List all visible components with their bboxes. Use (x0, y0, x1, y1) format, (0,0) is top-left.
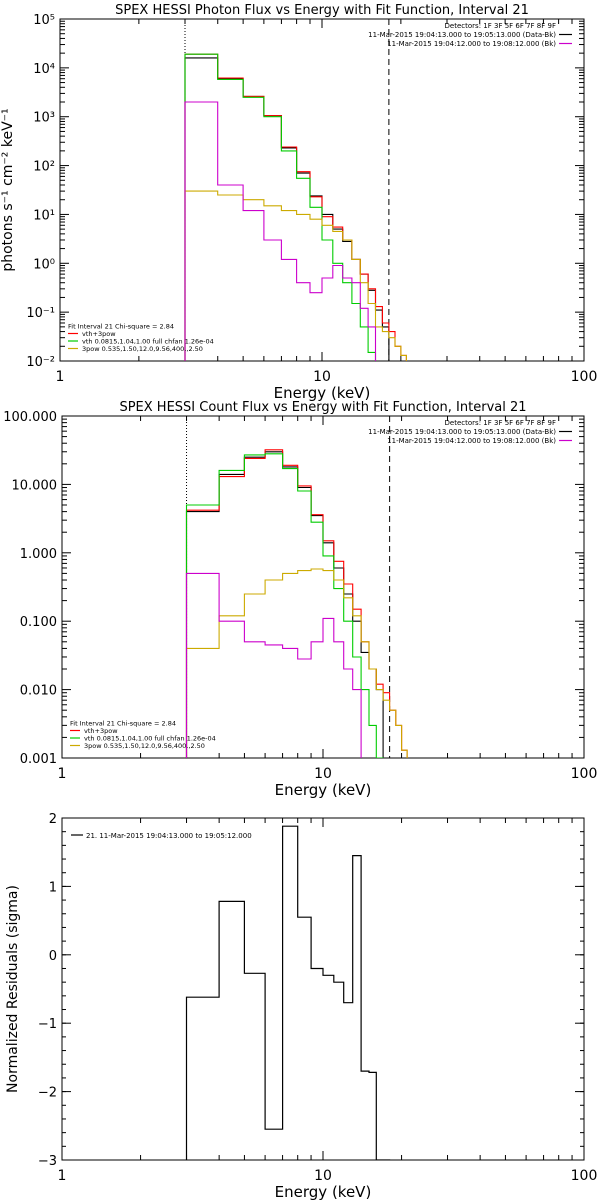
y-tick-label: 10³ (33, 111, 55, 126)
legend-entry-topright: Detectors: 1F 3F 5F 6F 7F 8F 9F (445, 419, 556, 427)
x-axis-label: Energy (keV) (275, 781, 372, 799)
y-axis-label: Normalized Residuals (sigma) (5, 885, 21, 1093)
plot-frame (59, 18, 585, 362)
x-tick-label: 10 (314, 1168, 332, 1184)
y-tick-label: 0.100 (20, 615, 57, 630)
y-tick-label: −3 (38, 1154, 57, 1169)
legend-entry-topright: 11-Mar-2015 19:04:13.000 to 19:05:13.000… (368, 428, 556, 436)
legend-entry-bottomleft: vth+3pow (82, 330, 116, 338)
legend-entry-topright: 11-Mar-2015 19:04:13.000 to 19:05:13.000… (368, 31, 556, 39)
series-line-1 (184, 57, 390, 361)
y-tick-label: 10¹ (33, 208, 55, 223)
legend-entry-topright: 11-Mar-2015 19:04:12.000 to 19:08:12.000… (387, 40, 556, 48)
legend-entry-bottomleft: vth 0.0815,1.04,1.00 full chfan 1.26e-04 (84, 735, 216, 743)
y-tick-label: 10⁻¹ (26, 306, 55, 321)
plot-frame (61, 415, 585, 759)
y-tick-label: 100.000 (3, 410, 57, 425)
legend-entry-bottomleft: Fit Interval 21 Chi-square = 2.84 (68, 323, 174, 331)
y-tick-label: 10⁻² (26, 355, 55, 370)
x-tick-label: 1 (56, 369, 65, 385)
x-tick-label: 100 (571, 369, 598, 385)
residual-line (185, 825, 391, 1160)
y-tick-label: 1.000 (20, 547, 57, 562)
series-line-4 (184, 190, 407, 361)
y-tick-label: 10⁴ (33, 62, 55, 77)
plot-area (185, 416, 408, 758)
legend-entry-topright: Detectors: 1F 3F 5F 6F 7F 8F 9F (445, 22, 556, 30)
plot-area (184, 19, 407, 361)
x-tick-label: 1 (58, 766, 67, 782)
plot-frame (61, 817, 585, 1161)
x-axis-label: Energy (keV) (274, 384, 371, 402)
y-tick-label: 1 (49, 880, 57, 895)
y-tick-label: 0.010 (20, 684, 57, 699)
x-tick-label: 10 (314, 766, 332, 782)
y-tick-label: 0.001 (20, 752, 57, 767)
chart-panel-2 (61, 415, 585, 759)
y-tick-label: 10² (33, 160, 55, 175)
x-tick-label: 1 (58, 1168, 67, 1184)
y-tick-label: 10⁰ (33, 257, 55, 272)
x-tick-label: 100 (571, 1168, 598, 1184)
legend-entry-bottomleft: 3pow 0.535,1.50,12.0,9.56,400.,2.50 (84, 742, 205, 750)
series-line-1 (185, 451, 384, 758)
y-tick-label: −2 (38, 1086, 57, 1101)
legend-entry-bottomleft: vth 0.0815,1.04,1.00 full chfan 1.26e-04 (82, 338, 214, 346)
y-tick-label: 10⁵ (33, 13, 55, 28)
chart-panel-1: photons s⁻¹ cm⁻² keV⁻¹ (0, 18, 585, 362)
y-tick-label: 10.000 (12, 478, 58, 493)
series-line-5 (184, 101, 377, 361)
series-line-3 (184, 53, 377, 361)
y-tick-label: 0 (49, 949, 57, 964)
chart-panel-3: Normalized Residuals (sigma) (5, 817, 585, 1161)
chart-title: SPEX HESSI Count Flux vs Energy with Fit… (119, 400, 526, 415)
y-axis-label: photons s⁻¹ cm⁻² keV⁻¹ (0, 108, 16, 271)
y-tick-label: 2 (49, 812, 57, 827)
x-axis-label: Energy (keV) (275, 1183, 372, 1200)
y-tick-label: −1 (38, 1017, 57, 1032)
x-tick-label: 10 (313, 369, 331, 385)
legend-entry-topright: 11-Mar-2015 19:04:12.000 to 19:08:12.000… (387, 437, 556, 445)
series-line-5 (185, 572, 362, 758)
legend-entry-bottomleft: Fit Interval 21 Chi-square = 2.84 (70, 720, 176, 728)
plot-area (185, 825, 391, 1160)
residual-legend: 21. 11-Mar-2015 19:04:13.000 to 19:05:12… (86, 832, 252, 840)
x-tick-label: 100 (571, 766, 598, 782)
series-line-3 (185, 453, 384, 758)
chart-title: SPEX HESSI Photon Flux vs Energy with Fi… (115, 3, 529, 18)
legend-entry-bottomleft: vth+3pow (84, 727, 118, 735)
series-line-4 (185, 568, 408, 758)
legend-entry-bottomleft: 3pow 0.535,1.50,12.0,9.56,400.,2.50 (82, 345, 203, 353)
